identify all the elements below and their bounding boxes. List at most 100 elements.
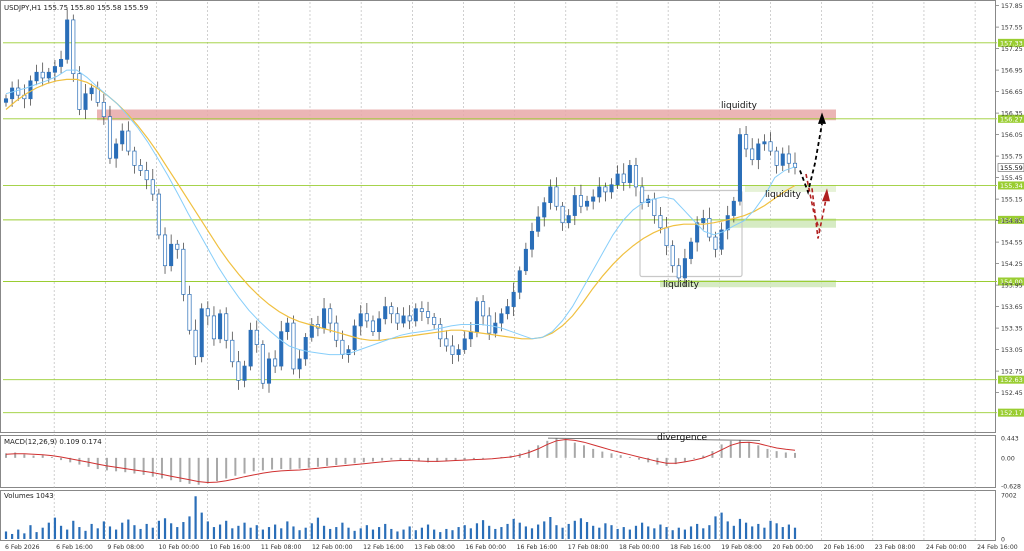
- candle-body: [162, 234, 168, 267]
- candle-body: [242, 365, 247, 381]
- price-tick-label: 157.85: [1001, 3, 1023, 10]
- price-level-tag: [998, 215, 1024, 224]
- time-tick-label: 18 Feb 16:00: [670, 544, 711, 551]
- candle-body: [713, 236, 718, 250]
- candle-body: [248, 329, 253, 367]
- candle-body: [780, 153, 785, 166]
- time-tick-label: 24 Feb 16:00: [977, 544, 1018, 551]
- price-level-label: 152.63: [1000, 376, 1023, 384]
- candle-body: [95, 87, 100, 103]
- candle-body: [529, 230, 535, 250]
- candle-body: [364, 313, 369, 322]
- candle-body: [46, 71, 51, 79]
- moving-averages: [5, 69, 796, 356]
- candle-body: [719, 229, 724, 250]
- candle-body: [322, 308, 327, 329]
- candle-body: [187, 294, 192, 331]
- price-tick-label: 156.65: [1001, 89, 1023, 96]
- macd-tick-label: -0.628: [1001, 484, 1021, 491]
- volume-panel-frame: [0, 490, 996, 541]
- candle-body: [114, 143, 119, 159]
- macd-title: MACD(12,26,9) 0.109 0.174: [4, 438, 102, 446]
- candle-body: [230, 339, 235, 363]
- price-tick-label: 153.65: [1001, 304, 1023, 311]
- price-level-tag: [998, 408, 1024, 417]
- price-level-label: 155.34: [1000, 182, 1023, 190]
- candle-body: [358, 313, 363, 327]
- candle-body: [28, 80, 33, 100]
- price-tick-label: 153.35: [1001, 326, 1023, 333]
- price-level-label: 157.33: [1000, 39, 1023, 47]
- candle-body: [487, 315, 492, 334]
- candle-body: [633, 165, 639, 188]
- time-tick-label: 19 Feb 08:00: [721, 544, 762, 551]
- price-level-tag: [998, 114, 1024, 123]
- time-tick-label: 11 Feb 08:00: [261, 544, 302, 551]
- price-tick-label: 153.05: [1001, 347, 1023, 354]
- candle-body: [744, 134, 749, 150]
- candle-body: [609, 184, 614, 193]
- time-tick-label: 10 Feb 16:00: [210, 544, 251, 551]
- candle-body: [150, 179, 155, 195]
- candle-body: [425, 311, 431, 318]
- candle-body: [205, 308, 210, 317]
- time-tick-label: 10 Feb 00:00: [158, 544, 199, 551]
- candle-body: [126, 130, 131, 152]
- bullish-projection-path: [799, 123, 823, 195]
- candle-body: [395, 313, 400, 324]
- candle-body: [10, 87, 15, 100]
- candle-body: [279, 331, 284, 367]
- volume-tick-label: 0: [1001, 537, 1005, 544]
- price-level-tag: [998, 38, 1024, 47]
- bearish-retest-path: [811, 188, 827, 239]
- candle-body: [621, 173, 626, 183]
- time-tick-label: 12 Feb 00:00: [312, 544, 353, 551]
- price-tick-label: 152.75: [1001, 369, 1023, 376]
- candle-body: [750, 148, 755, 161]
- candle-body: [664, 227, 669, 247]
- candle-body: [224, 313, 229, 341]
- candle-body: [266, 358, 272, 384]
- candle-body: [462, 338, 467, 350]
- price-tick-label: 156.05: [1001, 132, 1023, 139]
- time-tick-label: 23 Feb 08:00: [875, 544, 916, 551]
- candle-body: [407, 315, 412, 322]
- time-tick-label: 17 Feb 08:00: [568, 544, 609, 551]
- time-tick-label: 16 Feb 00:00: [465, 544, 506, 551]
- price-level-label: 154.00: [1000, 278, 1023, 286]
- candle-body: [499, 313, 504, 324]
- candle-body: [756, 143, 761, 161]
- candle-body: [481, 301, 486, 317]
- candle-body: [572, 195, 577, 216]
- price-tick-label: 152.45: [1001, 390, 1023, 397]
- candle-body: [792, 162, 798, 168]
- volume-title: Volumes 1043: [4, 492, 54, 500]
- price-tick-label: 157.25: [1001, 46, 1023, 53]
- candle-body: [566, 215, 571, 224]
- price-level-tag: [997, 163, 1024, 172]
- candle-body: [444, 338, 449, 347]
- candle-body: [652, 198, 657, 216]
- liquidity-zone-demand: [660, 280, 836, 288]
- candle-body: [346, 349, 351, 355]
- price-tick-label: 155.15: [1001, 197, 1023, 204]
- divergence-line: [547, 437, 761, 441]
- candle-body: [389, 306, 394, 315]
- time-tick-label: 12 Feb 16:00: [363, 544, 404, 551]
- candle-body: [260, 344, 265, 384]
- candle-body: [413, 308, 418, 322]
- candle-body: [3, 98, 9, 103]
- price-tick-label: 153.95: [1001, 283, 1023, 290]
- macd-tick-label: 0.443: [1001, 436, 1019, 443]
- candle-body: [254, 329, 259, 345]
- main-title: USDJPY,H1 155.75 155.80 155.58 155.59: [4, 4, 148, 12]
- price-tick-label: 154.55: [1001, 240, 1023, 247]
- price-tick-label: 156.35: [1001, 111, 1023, 118]
- candle-body: [132, 150, 137, 166]
- slow-moving-average: [5, 78, 796, 341]
- candle-body: [603, 186, 608, 193]
- macd-tick-label: 0.00: [1001, 455, 1015, 462]
- candle-body: [432, 316, 437, 325]
- candle-body: [59, 58, 64, 67]
- bearish-projection-path: [805, 173, 821, 232]
